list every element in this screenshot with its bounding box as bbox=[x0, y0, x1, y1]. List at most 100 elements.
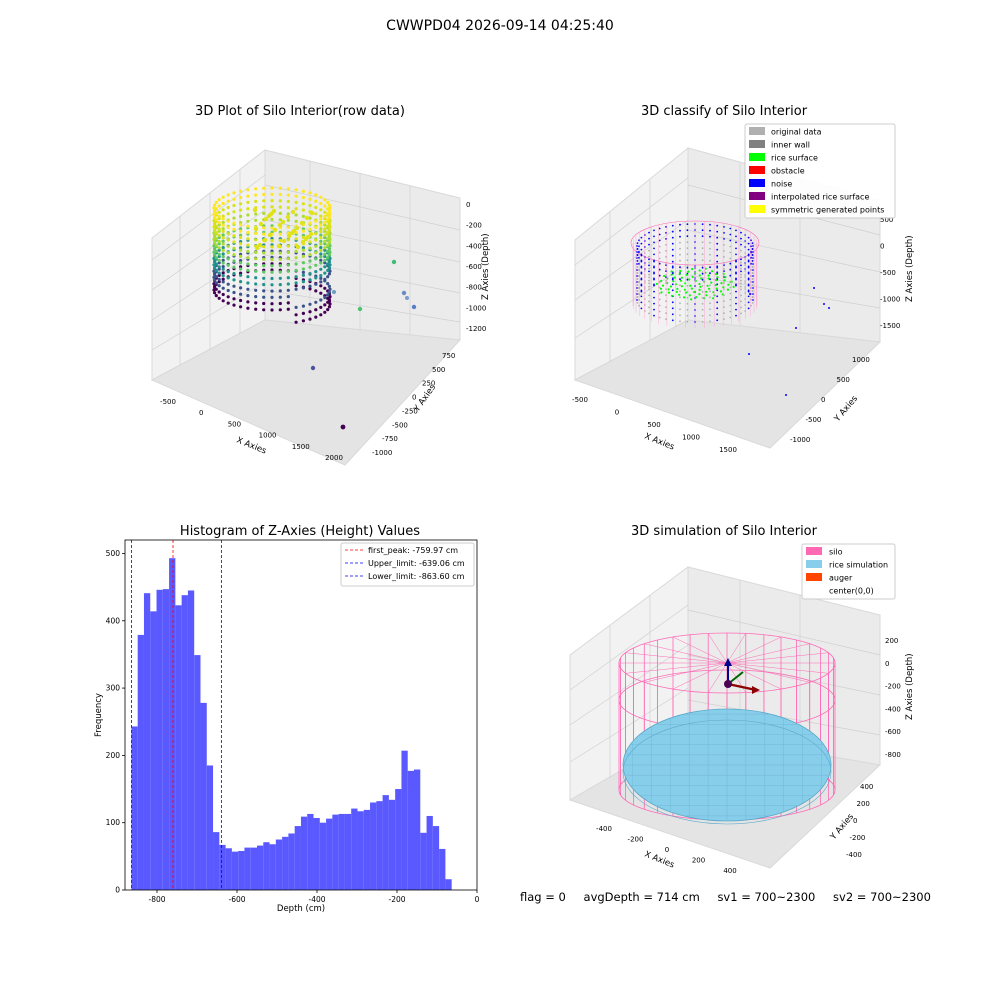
raw3d-point bbox=[278, 192, 282, 197]
classify3d-point bbox=[679, 229, 681, 232]
classify3d-point bbox=[686, 241, 689, 244]
raw3d-point bbox=[327, 284, 331, 288]
classify3d-point bbox=[701, 320, 704, 323]
raw3d-point bbox=[246, 281, 250, 285]
classify3d-point bbox=[716, 307, 719, 310]
raw3d-point bbox=[301, 267, 305, 271]
raw3d-point bbox=[221, 227, 225, 231]
sim3d-silo-spoke bbox=[707, 633, 728, 664]
raw3d-point bbox=[326, 231, 330, 235]
raw3d-x-tick: 1500 bbox=[292, 443, 310, 451]
raw3d-point bbox=[319, 195, 323, 199]
raw3d-point bbox=[214, 224, 218, 228]
raw3d-point bbox=[246, 300, 250, 304]
raw3d-point bbox=[217, 261, 221, 265]
classify3d-point bbox=[648, 267, 650, 270]
classify3d-point bbox=[686, 277, 689, 280]
classify3d-point bbox=[729, 292, 732, 295]
raw3d-point bbox=[221, 236, 225, 240]
sim3d-rice-surface bbox=[622, 708, 832, 825]
sim3d-silo-spoke bbox=[625, 652, 728, 664]
raw3d-y-tick: 750 bbox=[442, 352, 455, 360]
raw3d-point bbox=[328, 302, 332, 306]
classify3d-point bbox=[716, 319, 719, 322]
classify3d-point bbox=[751, 284, 754, 286]
raw3d-point bbox=[286, 288, 290, 292]
classify3d-point bbox=[750, 286, 752, 289]
classify3d-point bbox=[740, 306, 742, 309]
raw3d-point bbox=[270, 268, 274, 272]
raw3d-point bbox=[301, 189, 305, 193]
raw3d-point bbox=[221, 277, 225, 281]
sim3d-x-tick: 0 bbox=[665, 846, 669, 854]
raw3d-point bbox=[278, 308, 282, 312]
classify3d-point bbox=[658, 310, 661, 313]
raw3d-point bbox=[221, 271, 225, 275]
classify3d-point bbox=[690, 287, 694, 290]
raw3d-point bbox=[246, 256, 250, 260]
raw3d-point bbox=[323, 217, 327, 221]
classify3d-point bbox=[665, 270, 667, 272]
classify3d-point bbox=[665, 238, 667, 240]
classify3d-point bbox=[638, 274, 640, 277]
raw3d-point bbox=[286, 257, 290, 261]
classify3d-point bbox=[667, 288, 670, 291]
classify3d-point bbox=[665, 250, 667, 252]
classify3d-point bbox=[665, 264, 667, 266]
raw3d-point bbox=[327, 266, 331, 270]
raw3d-point bbox=[217, 280, 221, 284]
classify3d-point bbox=[723, 282, 725, 284]
raw3d-point bbox=[294, 275, 298, 279]
classify3d-point bbox=[676, 287, 679, 290]
hist-ylabel: Frequency bbox=[94, 693, 104, 737]
raw3d-point bbox=[221, 214, 225, 218]
classify3d-point bbox=[663, 274, 666, 278]
raw3d-point bbox=[226, 212, 230, 216]
sim3d-x-tick: -400 bbox=[596, 825, 612, 833]
raw3d-point bbox=[239, 254, 243, 258]
classify3d-point bbox=[740, 249, 742, 252]
raw3d-point bbox=[270, 264, 274, 268]
classify3d-point bbox=[735, 247, 737, 250]
sim3d-y-tick: 0 bbox=[853, 817, 857, 825]
classify3d-point bbox=[729, 262, 732, 265]
classify3d-point bbox=[735, 296, 737, 299]
raw3d-point bbox=[213, 209, 217, 213]
classify3d-point bbox=[729, 286, 732, 289]
classify3d-point bbox=[740, 279, 742, 282]
raw3d-point bbox=[294, 225, 300, 231]
classify3d-point bbox=[699, 285, 702, 288]
hist-bar bbox=[426, 815, 433, 890]
hist-bar bbox=[257, 845, 264, 890]
raw3d-point bbox=[232, 216, 236, 220]
classify3d-point bbox=[671, 313, 674, 316]
hist-bar bbox=[382, 795, 389, 890]
raw3d-point bbox=[239, 246, 243, 250]
classify3d-point bbox=[711, 270, 714, 273]
classify3d-point bbox=[672, 280, 675, 283]
classify3d-point bbox=[740, 282, 742, 285]
hist-bar bbox=[414, 769, 421, 890]
raw3d-point bbox=[246, 200, 250, 204]
classify3d-point bbox=[752, 263, 754, 265]
classify3d-point bbox=[648, 294, 650, 297]
raw3d-point bbox=[278, 211, 282, 215]
classify3d-point bbox=[686, 235, 689, 238]
raw3d-point bbox=[323, 261, 327, 265]
classify3d-point bbox=[640, 289, 643, 292]
classify3d-point bbox=[703, 280, 706, 283]
classify3d-point bbox=[636, 263, 638, 265]
classify3d-z-tick: -1500 bbox=[880, 322, 900, 330]
classify3d-point bbox=[747, 248, 750, 251]
classify3d-point bbox=[695, 296, 698, 299]
raw3d-point bbox=[314, 205, 318, 210]
classify3d-point bbox=[661, 284, 665, 287]
raw3d-point bbox=[239, 286, 243, 290]
raw3d-point bbox=[221, 242, 225, 246]
raw3d-z-tick: -400 bbox=[466, 242, 482, 250]
raw3d-point bbox=[270, 192, 274, 196]
raw3d-point bbox=[239, 195, 243, 200]
hist-bar bbox=[206, 765, 214, 890]
raw3d-point bbox=[309, 210, 315, 216]
